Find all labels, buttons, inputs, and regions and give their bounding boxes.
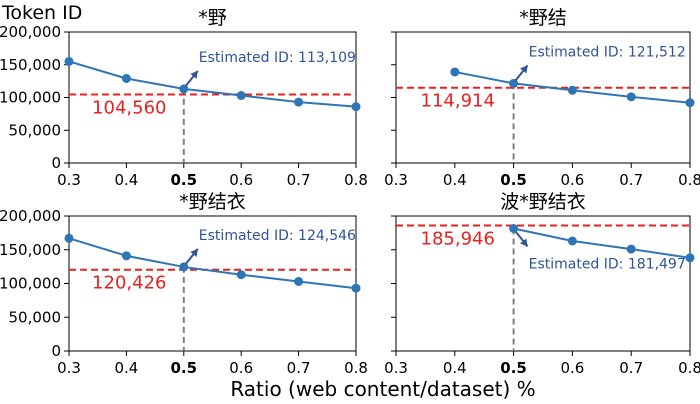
data-point — [685, 98, 695, 108]
chart-panel-4: 波*野结衣 0.3 0.4 0.5 0.6 0.7 0.8 185,946 Estimated … — [384, 191, 700, 377]
data-point — [236, 270, 246, 280]
data-point — [294, 97, 304, 107]
data-point — [626, 244, 636, 254]
data-point — [121, 74, 131, 84]
data-point — [121, 251, 131, 261]
x-tick-label: 0.8 — [344, 359, 368, 377]
data-point — [567, 236, 577, 246]
x-tick-label: 0.5 — [500, 359, 527, 377]
y-tick-label: 150,000 — [0, 56, 61, 74]
annotation-label: Estimated ID: 121,512 — [529, 44, 686, 60]
data-point — [626, 92, 636, 102]
panels: *野 0.3 0.4 0.5 0.6 0.7 0.8 0 50,000 100,000 150,00… — [0, 7, 700, 377]
y-tick-label: 50,000 — [9, 308, 62, 326]
x-tick-label: 0.4 — [114, 359, 138, 377]
chart-title: *野结衣 — [179, 191, 246, 213]
data-point — [351, 102, 361, 112]
series-line — [68, 60, 357, 108]
x-tick-label: 0.5 — [500, 171, 527, 189]
chart-panel-3: *野结衣 0.3 0.4 0.5 0.6 0.7 0.8 0 50,000 100,000 150,… — [0, 191, 368, 377]
annotation-label: Estimated ID: 181,497 — [529, 256, 686, 272]
threshold-value-label: 120,426 — [92, 273, 166, 294]
y-tick-label: 50,000 — [9, 121, 62, 139]
data-point — [294, 276, 304, 286]
x-tick-label: 0.7 — [287, 359, 311, 377]
chart-panel-1: *野 0.3 0.4 0.5 0.6 0.7 0.8 0 50,000 100,000 150,00… — [0, 7, 368, 189]
figure-y-axis-label: Token ID — [1, 2, 82, 24]
x-tick-label: 0.5 — [171, 171, 198, 189]
x-tick-label: 0.6 — [560, 359, 584, 377]
figure-x-axis-label: Ratio (web content/dataset) % — [230, 377, 535, 401]
data-point — [567, 85, 577, 95]
threshold-value-label: 114,914 — [421, 91, 495, 112]
annotation-label: Estimated ID: 113,109 — [199, 50, 356, 66]
y-tick-label: 150,000 — [0, 241, 61, 259]
series-line — [513, 227, 691, 259]
threshold-value-label: 185,946 — [421, 228, 495, 249]
threshold-value-label: 104,560 — [92, 98, 166, 119]
x-tick-label: 0.8 — [344, 171, 368, 189]
y-tick-label: 100,000 — [0, 89, 61, 107]
y-tick-label: 200,000 — [0, 23, 61, 41]
x-tick-label: 0.4 — [443, 359, 467, 377]
x-tick-label: 0.3 — [384, 171, 408, 189]
y-tick-label: 100,000 — [0, 275, 61, 293]
data-point — [450, 67, 460, 77]
x-tick-label: 0.6 — [560, 171, 584, 189]
x-tick-label: 0.4 — [114, 171, 138, 189]
y-tick-label: 0 — [51, 154, 61, 172]
chart-title: *野结 — [519, 7, 567, 29]
y-tick-label: 0 — [51, 342, 61, 360]
chart-title: 波*野结衣 — [500, 191, 586, 213]
x-tick-label: 0.3 — [57, 359, 81, 377]
x-tick-label: 0.3 — [57, 171, 81, 189]
x-tick-label: 0.7 — [287, 171, 311, 189]
x-tick-label: 0.6 — [229, 359, 253, 377]
data-point — [509, 78, 519, 88]
x-tick-label: 0.5 — [171, 359, 198, 377]
data-point — [64, 233, 74, 243]
data-point — [685, 253, 695, 263]
annotation-arrow-head — [520, 65, 528, 74]
x-tick-label: 0.8 — [678, 359, 700, 377]
x-tick-label: 0.3 — [384, 359, 408, 377]
chart-panel-2: *野结 0.3 0.4 0.5 0.6 0.7 0.8 114,914 Estimated ID… — [384, 7, 700, 189]
data-point — [351, 283, 361, 293]
data-point — [64, 56, 74, 66]
x-tick-label: 0.8 — [678, 171, 700, 189]
x-tick-label: 0.6 — [229, 171, 253, 189]
chart-title: *野 — [198, 7, 227, 29]
annotation-arrow-head — [190, 70, 198, 79]
data-point — [179, 84, 189, 94]
annotation-label: Estimated ID: 124,546 — [199, 228, 356, 244]
annotation-arrow-head — [190, 248, 198, 257]
x-tick-label: 0.7 — [619, 359, 643, 377]
x-tick-label: 0.4 — [443, 171, 467, 189]
y-tick-label: 200,000 — [0, 207, 61, 225]
data-point — [236, 91, 246, 101]
data-point — [179, 262, 189, 272]
series-line — [68, 237, 357, 290]
data-point — [509, 223, 519, 233]
x-tick-label: 0.7 — [619, 171, 643, 189]
annotation-arrow-head — [520, 238, 528, 247]
